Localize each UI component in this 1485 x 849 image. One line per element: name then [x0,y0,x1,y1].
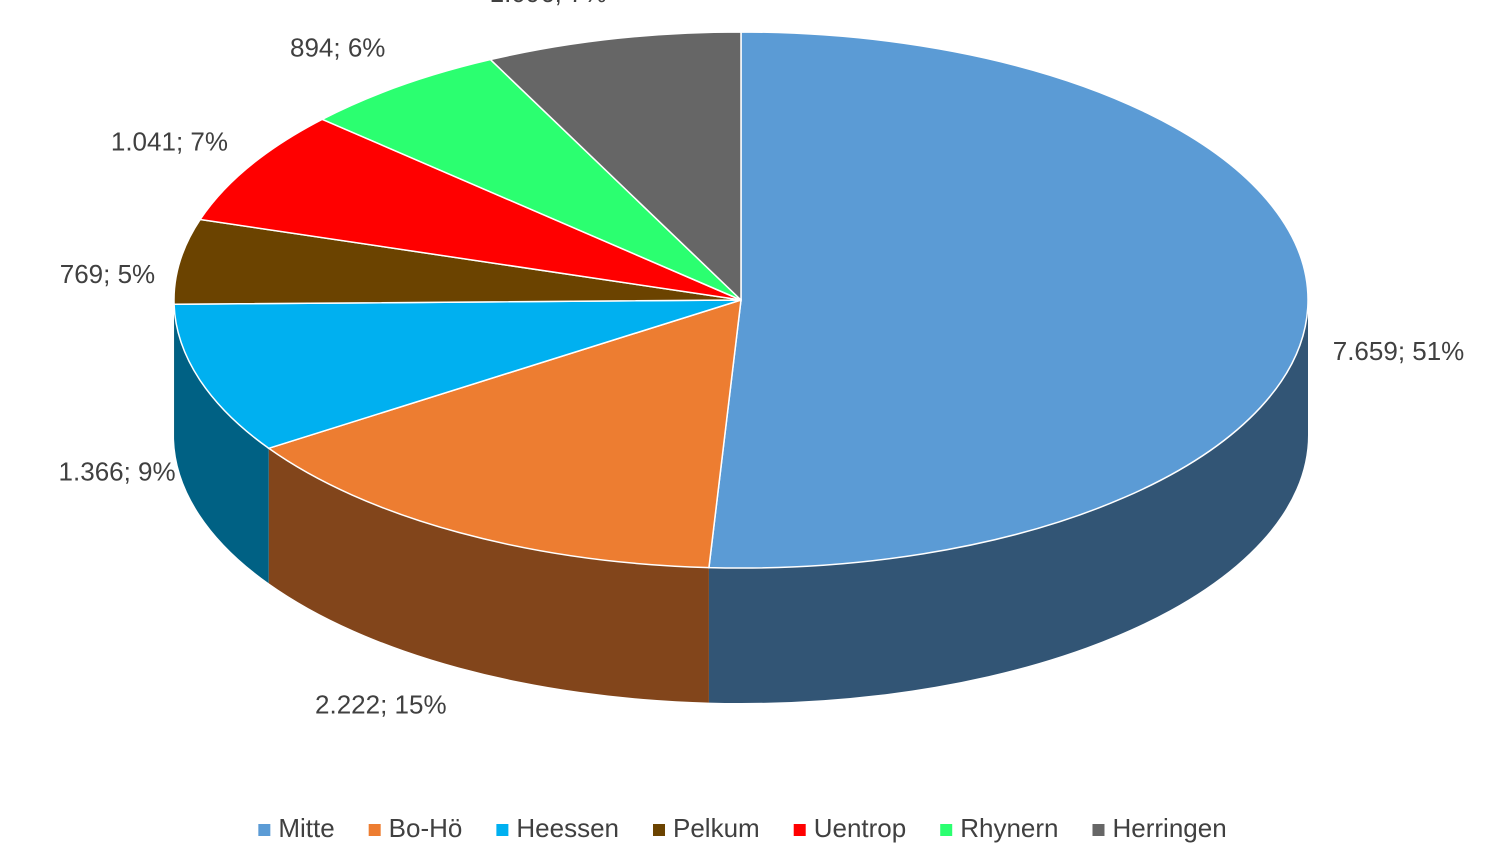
legend-label: Herringen [1112,813,1226,843]
legend-label: Heessen [516,813,619,843]
legend-swatch [1092,824,1105,836]
legend-label: Rhynern [960,813,1058,843]
slice [708,31,1309,569]
legend-item: Herringen [1092,813,1227,843]
slice-tops [173,31,1309,569]
data-label: 769; 5% [60,259,155,289]
data-label: 2.222; 15% [315,689,447,719]
legend-item: Mitte [258,813,335,843]
data-label: 1.366; 9% [59,456,176,486]
legend-swatch [368,824,381,836]
slice-side [174,304,269,584]
slice [488,31,742,302]
legend-label: Uentrop [814,813,907,843]
legend-label: Bo-Hö [389,813,463,843]
legend-item: Pelkum [653,813,760,843]
legend-item: Rhynern [940,813,1058,843]
slice-side [708,300,1308,703]
legend-label: Pelkum [673,813,760,843]
legend-swatch [940,824,953,836]
legend-swatch [258,824,271,836]
data-label: 7.659; 51% [1333,336,1465,366]
data-labels: 7.659; 51% 2.222; 15% 1.366; 9% 769; 5% 1.04… [59,0,1465,719]
slice [320,58,742,301]
slice-sides [174,300,1308,703]
legend-item: Heessen [496,813,619,843]
legend-item: Bo-Hö [368,813,463,843]
legend-item: Uentrop [793,813,907,843]
legend: Mitte Bo-Hö Heessen Pelkum Uentrop Rhynern Her… [258,813,1227,843]
data-label: 1.096; 7% [490,0,607,8]
legend-swatch [496,824,509,836]
slice-side [268,448,709,703]
slice [173,299,742,450]
slice [198,118,742,301]
data-label: 894; 6% [290,33,385,63]
legend-label: Mitte [278,813,334,843]
legend-swatch [793,824,806,836]
slice [173,218,742,306]
slice [267,298,742,569]
legend-swatch [653,824,666,836]
data-label: 1.041; 7% [111,127,228,157]
